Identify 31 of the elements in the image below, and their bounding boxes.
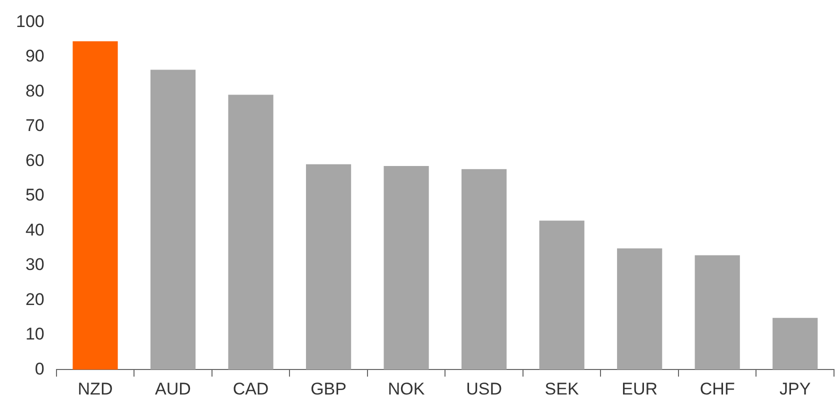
bar: [306, 164, 352, 370]
bar: [539, 220, 584, 370]
x-tick-label: JPY: [780, 379, 811, 398]
y-tick-label: 100: [16, 12, 44, 31]
x-tick-label: SEK: [544, 379, 580, 398]
x-tick-label: NZD: [78, 379, 113, 398]
y-tick-label: 40: [25, 220, 44, 240]
bar: [384, 166, 429, 370]
y-tick-label: 30: [25, 255, 44, 274]
x-tick-label: CAD: [232, 379, 269, 398]
bar: [228, 94, 274, 370]
x-tick-label: CHF: [700, 379, 735, 398]
y-tick-label: 10: [25, 324, 44, 344]
y-tick-label: 20: [25, 290, 44, 309]
y-tick-label: 50: [25, 186, 44, 205]
bar: [772, 318, 818, 370]
x-tick-label: AUD: [155, 379, 191, 398]
y-tick-label: 90: [25, 46, 44, 66]
x-tick-label: NOK: [388, 379, 426, 398]
y-tick-label: 60: [25, 150, 44, 170]
y-tick-label: 0: [34, 359, 44, 378]
y-tick-label: 70: [25, 116, 44, 136]
bar: [694, 255, 740, 370]
x-tick-label: GBP: [310, 379, 346, 398]
bar: [72, 41, 118, 370]
bar: [617, 248, 662, 370]
x-tick-label: USD: [466, 379, 502, 398]
y-tick-label: 80: [25, 81, 44, 100]
x-tick-label: EUR: [622, 379, 658, 398]
bar: [462, 169, 507, 370]
bar: [150, 70, 196, 370]
